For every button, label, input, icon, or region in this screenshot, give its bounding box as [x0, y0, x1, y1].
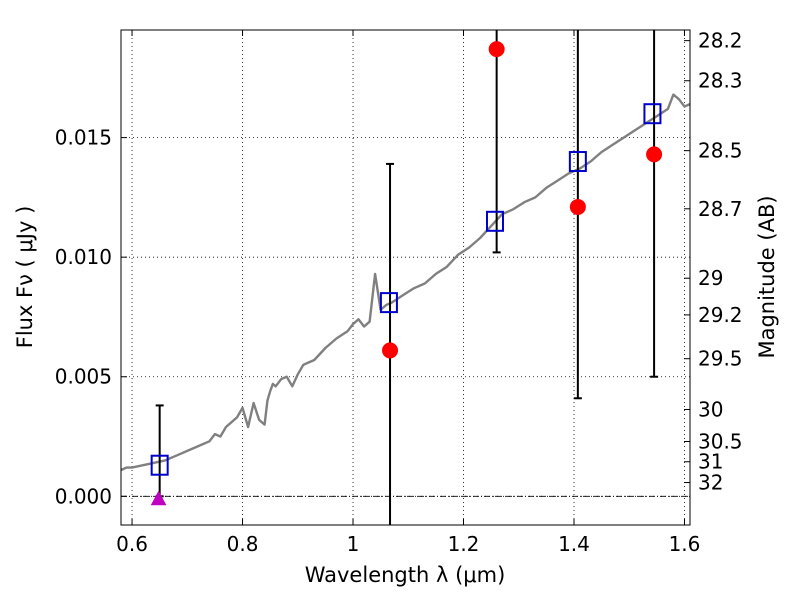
x-tick-label: 0.6	[116, 532, 148, 556]
x-tick-label: 1.6	[669, 532, 701, 556]
y-tick-label: 0.005	[55, 365, 112, 389]
observed-flux-point	[646, 146, 663, 163]
x-tick-label: 0.8	[227, 532, 259, 556]
magnitude-tick-label: 28.3	[698, 69, 743, 93]
model-photometry-square	[485, 210, 504, 232]
observed-flux-point	[488, 41, 505, 58]
magnitude-tick-label: 30.5	[698, 430, 743, 454]
observed-flux-point	[569, 198, 586, 215]
x-tick-label: 1.4	[558, 532, 590, 556]
error-bar-layer	[155, 30, 659, 525]
plot-frame	[120, 29, 691, 526]
x-axis-label: Wavelength λ (μm)	[305, 563, 506, 587]
magnitude-tick-label: 29.5	[698, 347, 743, 371]
y-tick-label: 0.015	[55, 126, 112, 150]
model-photometry-square	[568, 151, 587, 173]
x-tick-label: 1.2	[448, 532, 480, 556]
marker-layer	[150, 41, 663, 506]
y-tick-label: 0.000	[55, 484, 112, 508]
model-spectrum-line	[120, 93, 691, 472]
y-axis-label-right: Magnitude (AB)	[755, 195, 779, 358]
magnitude-tick-label: 28.5	[698, 139, 743, 163]
magnitude-tick-label: 31	[698, 450, 723, 474]
magnitude-tick-label: 28.7	[698, 197, 743, 221]
upper-limit-triangle	[150, 490, 167, 506]
model-photometry-square	[150, 454, 169, 476]
y-axis-label: Flux Fν ( μJy )	[13, 206, 37, 349]
observed-flux-point	[382, 342, 399, 359]
x-tick-label: 1	[347, 532, 360, 556]
y-tick-layer: 0.000 0.005 0.010 0.015	[55, 126, 127, 508]
y-tick-label: 0.010	[55, 245, 112, 269]
magnitude-tick-label: 28.2	[698, 29, 743, 53]
model-spectrum-layer	[120, 93, 691, 472]
x-tick-layer: 0.6 0.8 1 1.2 1.4 1.6	[116, 30, 700, 556]
model-photometry-square	[643, 103, 662, 125]
magnitude-tick-label: 29	[698, 266, 723, 290]
model-photometry-square	[379, 292, 398, 314]
grid-layer	[121, 30, 690, 525]
magnitude-tick-label: 29.2	[698, 303, 743, 327]
magnitude-tick-label: 30	[698, 397, 723, 421]
magnitude-tick-label: 32	[698, 471, 723, 495]
